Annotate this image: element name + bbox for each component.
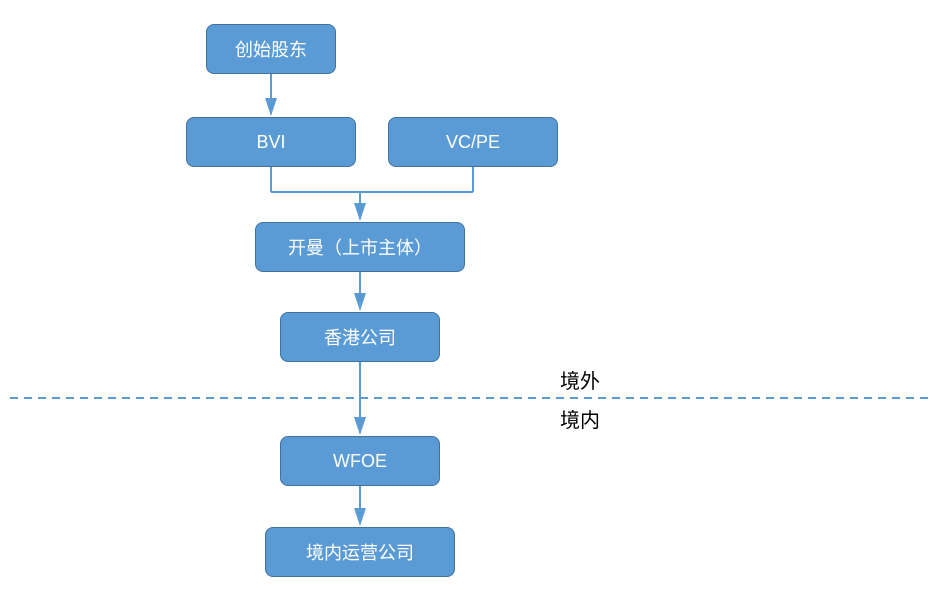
node-bvi: BVI	[186, 117, 356, 167]
label-overseas-text: 境外	[560, 371, 600, 393]
label-domestic: 境内	[560, 404, 600, 433]
node-wfoe: WFOE	[280, 436, 440, 486]
node-founder-label: 创始股东	[235, 36, 307, 62]
node-wfoe-label: WFOE	[333, 451, 387, 472]
node-domestic: 境内运营公司	[265, 527, 455, 577]
node-domestic-label: 境内运营公司	[306, 539, 414, 565]
node-bvi-label: BVI	[256, 132, 285, 153]
node-hk-label: 香港公司	[324, 324, 396, 350]
node-cayman-label: 开曼（上市主体）	[288, 234, 432, 260]
connector-layer	[0, 0, 938, 597]
node-hk: 香港公司	[280, 312, 440, 362]
node-vcpe-label: VC/PE	[446, 132, 500, 153]
node-cayman: 开曼（上市主体）	[255, 222, 465, 272]
node-founder: 创始股东	[206, 24, 336, 74]
label-overseas: 境外	[560, 365, 600, 394]
node-vcpe: VC/PE	[388, 117, 558, 167]
label-domestic-text: 境内	[560, 410, 600, 432]
